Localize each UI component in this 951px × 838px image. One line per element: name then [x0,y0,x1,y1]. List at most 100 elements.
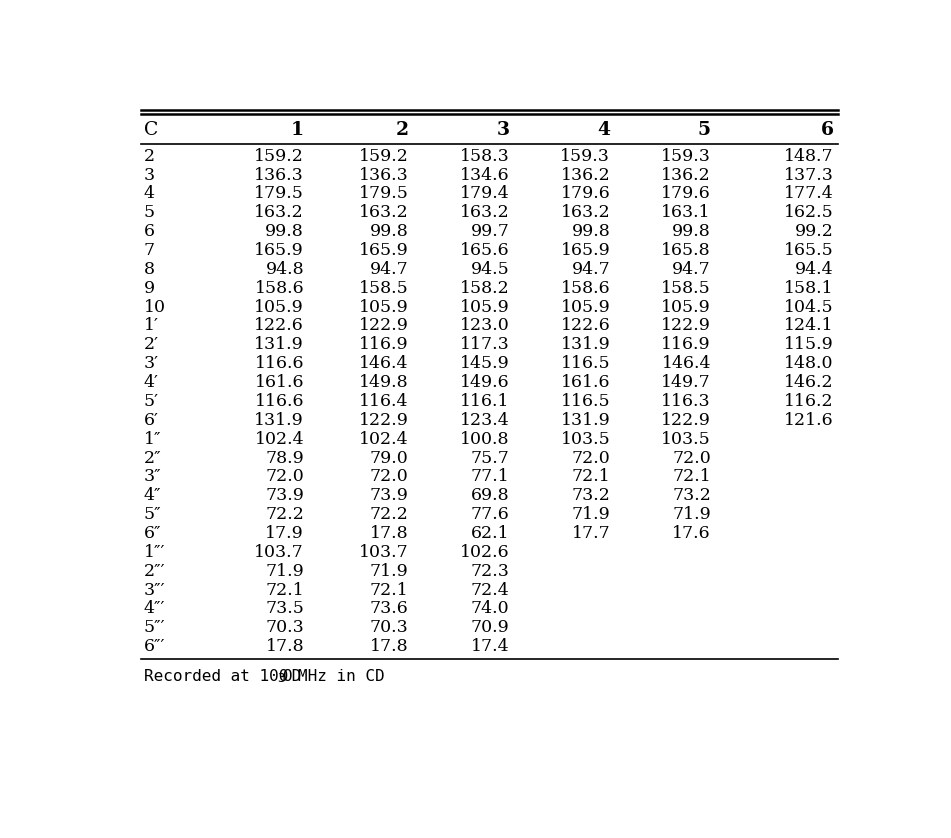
Text: 5′: 5′ [144,393,159,410]
Text: 159.2: 159.2 [359,147,409,165]
Text: 116.9: 116.9 [359,336,409,354]
Text: 5″′: 5″′ [144,619,165,636]
Text: 116.5: 116.5 [560,393,611,410]
Text: 163.2: 163.2 [254,204,304,221]
Text: 105.9: 105.9 [459,298,510,316]
Text: 148.7: 148.7 [784,147,833,165]
Text: 5: 5 [698,122,711,139]
Text: 158.6: 158.6 [560,280,611,297]
Text: 8: 8 [144,261,155,278]
Text: 6″: 6″ [144,525,161,542]
Text: C: C [144,122,158,139]
Text: 137.3: 137.3 [784,167,833,184]
Text: 100.8: 100.8 [460,431,510,447]
Text: 94.5: 94.5 [471,261,510,278]
Text: 17.7: 17.7 [572,525,611,542]
Text: 163.2: 163.2 [560,204,611,221]
Text: 10: 10 [144,298,165,316]
Text: 122.6: 122.6 [254,318,304,334]
Text: 79.0: 79.0 [370,449,409,467]
Text: 6: 6 [821,122,833,139]
Text: 103.5: 103.5 [661,431,711,447]
Text: 6: 6 [144,223,155,241]
Text: 1: 1 [291,122,304,139]
Text: 103.5: 103.5 [560,431,611,447]
Text: 116.6: 116.6 [255,393,304,410]
Text: 94.4: 94.4 [795,261,833,278]
Text: 122.6: 122.6 [560,318,611,334]
Text: 149.6: 149.6 [460,374,510,391]
Text: 161.6: 161.6 [255,374,304,391]
Text: 121.6: 121.6 [784,411,833,429]
Text: 72.4: 72.4 [471,582,510,598]
Text: 72.3: 72.3 [471,563,510,580]
Text: 70.3: 70.3 [265,619,304,636]
Text: 74.0: 74.0 [471,601,510,618]
Text: 158.1: 158.1 [784,280,833,297]
Text: 146.2: 146.2 [784,374,833,391]
Text: 102.6: 102.6 [460,544,510,561]
Text: 6″′: 6″′ [144,639,165,655]
Text: 179.6: 179.6 [560,185,611,203]
Text: 123.4: 123.4 [459,411,510,429]
Text: 77.1: 77.1 [471,468,510,485]
Text: 99.8: 99.8 [265,223,304,241]
Text: 165.6: 165.6 [460,242,510,259]
Text: 72.1: 72.1 [265,582,304,598]
Text: 136.3: 136.3 [359,167,409,184]
Text: 131.9: 131.9 [254,336,304,354]
Text: 99.8: 99.8 [672,223,711,241]
Text: 4: 4 [144,185,155,203]
Text: 73.9: 73.9 [265,487,304,504]
Text: 136.2: 136.2 [560,167,611,184]
Text: 72.0: 72.0 [370,468,409,485]
Text: 105.9: 105.9 [661,298,711,316]
Text: 116.4: 116.4 [359,393,409,410]
Text: 72.2: 72.2 [370,506,409,523]
Text: 146.4: 146.4 [359,355,409,372]
Text: 115.9: 115.9 [784,336,833,354]
Text: 72.1: 72.1 [572,468,611,485]
Text: 122.9: 122.9 [359,318,409,334]
Text: 149.8: 149.8 [359,374,409,391]
Text: 4: 4 [597,122,611,139]
Text: 117.3: 117.3 [459,336,510,354]
Text: 149.7: 149.7 [661,374,711,391]
Text: 1″′: 1″′ [144,544,165,561]
Text: 165.9: 165.9 [254,242,304,259]
Text: 73.2: 73.2 [572,487,611,504]
Text: 94.7: 94.7 [672,261,711,278]
Text: 163.1: 163.1 [661,204,711,221]
Text: 1′: 1′ [144,318,159,334]
Text: 73.9: 73.9 [370,487,409,504]
Text: 17.8: 17.8 [370,639,409,655]
Text: 62.1: 62.1 [471,525,510,542]
Text: 165.9: 165.9 [560,242,611,259]
Text: 158.6: 158.6 [255,280,304,297]
Text: 159.3: 159.3 [661,147,711,165]
Text: 17.6: 17.6 [672,525,711,542]
Text: 103.7: 103.7 [359,544,409,561]
Text: 102.4: 102.4 [255,431,304,447]
Text: 124.1: 124.1 [784,318,833,334]
Text: 105.9: 105.9 [359,298,409,316]
Text: 102.4: 102.4 [359,431,409,447]
Text: 158.3: 158.3 [459,147,510,165]
Text: 123.0: 123.0 [459,318,510,334]
Text: 75.7: 75.7 [471,449,510,467]
Text: 179.5: 179.5 [254,185,304,203]
Text: Recorded at 100 MHz in CD: Recorded at 100 MHz in CD [144,669,384,684]
Text: 72.0: 72.0 [265,468,304,485]
Text: 4′: 4′ [144,374,159,391]
Text: 72.2: 72.2 [265,506,304,523]
Text: 159.3: 159.3 [560,147,611,165]
Text: 163.2: 163.2 [359,204,409,221]
Text: 70.9: 70.9 [471,619,510,636]
Text: 104.5: 104.5 [784,298,833,316]
Text: 165.9: 165.9 [359,242,409,259]
Text: 165.8: 165.8 [661,242,711,259]
Text: 7: 7 [144,242,155,259]
Text: 5: 5 [144,204,155,221]
Text: 122.9: 122.9 [359,411,409,429]
Text: OD: OD [282,669,301,684]
